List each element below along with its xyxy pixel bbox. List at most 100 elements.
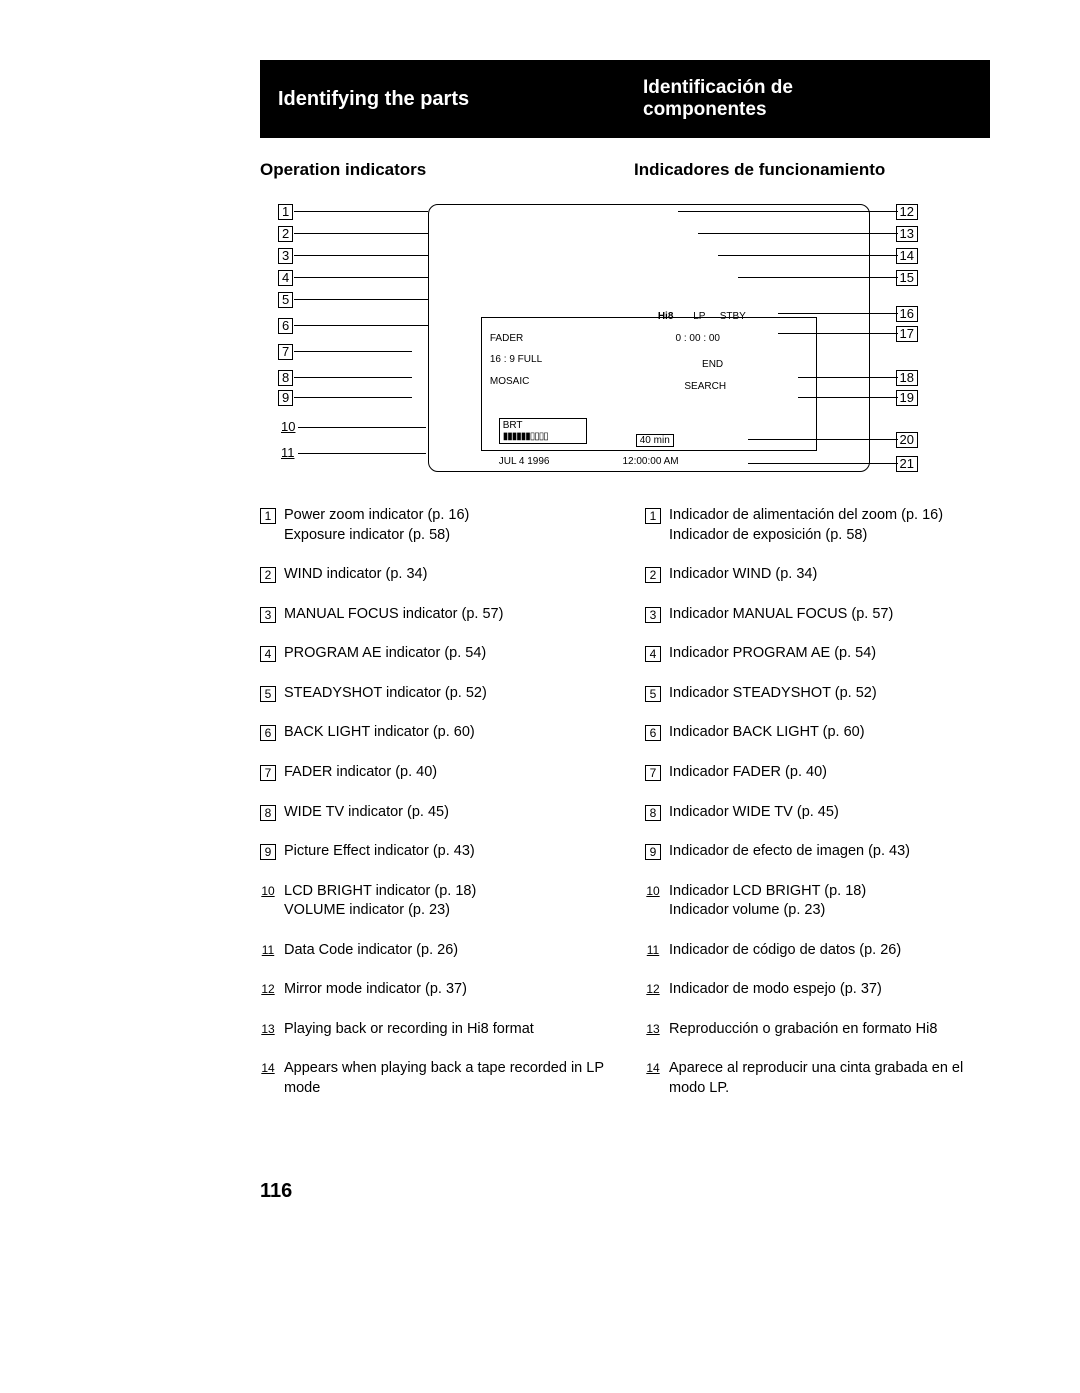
header-right-line1: Identificación de [643,77,793,99]
header-right: Identificación de componentes [625,60,990,138]
lcd-date: JUL 4 1996 [499,456,550,467]
english-item: 12 Mirror mode indicator (p. 37) [260,980,605,1000]
spanish-item: 3Indicador MANUAL FOCUS (p. 57) [645,605,990,625]
subhead-left: Operation indicators [260,160,616,180]
callout-8: 8 [278,370,293,386]
operation-indicators-diagram: 1 2 3 4 5 6 7 8 9 10 11 12 13 14 15 16 1… [278,198,918,478]
callout-17: 17 [896,326,918,342]
callout-13: 13 [896,226,918,242]
spanish-item-text: Indicador FADER (p. 40) [669,763,990,783]
english-item-number: 6 [260,725,276,741]
english-column: 1Power zoom indicator (p. 16) Exposure i… [260,506,605,1119]
spanish-item-number: 2 [645,567,661,583]
english-item-text: Mirror mode indicator (p. 37) [284,980,605,1000]
spanish-item-text: Indicador WIDE TV (p. 45) [669,803,990,823]
lcd-time: 12:00:00 AM [622,456,678,467]
spanish-item: 12Indicador de modo espejo (p. 37) [645,980,990,1000]
lcd-brt: BRT [503,420,583,431]
lcd-lp: LP [693,311,705,322]
english-item: 11 Data Code indicator (p. 26) [260,941,605,961]
spanish-item-text: Indicador de alimentación del zoom (p. 1… [669,506,990,545]
english-item-text: Picture Effect indicator (p. 43) [284,842,605,862]
spanish-item-text: Indicador BACK LIGHT (p. 60) [669,723,990,743]
english-item-number: 4 [260,646,276,662]
spanish-item: 14Aparece al reproducir una cinta grabad… [645,1059,990,1098]
spanish-item: 5 Indicador STEADYSHOT (p. 52) [645,684,990,704]
spanish-item-text: Reproducción o grabación en formato Hi8 [669,1020,990,1040]
english-item-number: 9 [260,844,276,860]
english-item: 14 Appears when playing back a tape recor… [260,1059,605,1098]
callout-6: 6 [278,318,293,334]
spanish-item-number: 14 [645,1061,661,1075]
callout-5: 5 [278,292,293,308]
spanish-item-number: 4 [645,646,661,662]
english-item-number: 13 [260,1022,276,1036]
callout-12: 12 [896,204,918,220]
spanish-item-text: Indicador WIND (p. 34) [669,565,990,585]
spanish-item-number: 3 [645,607,661,623]
spanish-item-number: 5 [645,686,661,702]
english-item: 1Power zoom indicator (p. 16) Exposure i… [260,506,605,545]
english-item-number: 8 [260,805,276,821]
callout-10: 10 [278,420,298,434]
callout-7: 7 [278,344,293,360]
spanish-item: 1Indicador de alimentación del zoom (p. … [645,506,990,545]
lcd-search: SEARCH [684,381,726,392]
callout-20: 20 [896,432,918,448]
spanish-item-number: 10 [645,884,661,898]
callout-11: 11 [278,446,298,460]
english-item-number: 11 [260,943,276,957]
spanish-item: 2 Indicador WIND (p. 34) [645,565,990,585]
spanish-item-number: 7 [645,765,661,781]
spanish-item: 9Indicador de efecto de imagen (p. 43) [645,842,990,862]
lcd-end: END [702,359,723,370]
english-item: 6BACK LIGHT indicator (p. 60) [260,723,605,743]
callout-2: 2 [278,226,293,242]
english-item: 3MANUAL FOCUS indicator (p. 57) [260,605,605,625]
page-number: 116 [260,1180,292,1203]
spanish-item: 11Indicador de código de datos (p. 26) [645,941,990,961]
english-item-text: PROGRAM AE indicator (p. 54) [284,644,605,664]
header-left: Identifying the parts [260,60,625,138]
english-item: 9 Picture Effect indicator (p. 43) [260,842,605,862]
spanish-item-number: 6 [645,725,661,741]
english-item: 10LCD BRIGHT indicator (p. 18) VOLUME in… [260,882,605,921]
english-item-text: WIND indicator (p. 34) [284,565,605,585]
lcd-brt-box: BRT ▮▮▮▮▮▮▯▯▯▯ [499,418,587,444]
english-item: 8 WIDE TV indicator (p. 45) [260,803,605,823]
callout-18: 18 [896,370,918,386]
english-item-number: 3 [260,607,276,623]
callout-16: 16 [896,306,918,322]
english-item-number: 2 [260,567,276,583]
english-item-number: 7 [260,765,276,781]
spanish-item: 10 Indicador LCD BRIGHT (p. 18) Indicador… [645,882,990,921]
callout-1: 1 [278,204,293,220]
english-item: 13Playing back or recording in Hi8 forma… [260,1020,605,1040]
spanish-item-text: Indicador de efecto de imagen (p. 43) [669,842,990,862]
lcd-viewfinder: FADER 16 : 9 FULL MOSAIC Hi8 LP STBY 0 :… [428,204,870,472]
english-item-number: 14 [260,1061,276,1075]
english-item: 7 FADER indicator (p. 40) [260,763,605,783]
spanish-item-text: Indicador STEADYSHOT (p. 52) [669,684,990,704]
spanish-item: 8Indicador WIDE TV (p. 45) [645,803,990,823]
spanish-item: 7 Indicador FADER (p. 40) [645,763,990,783]
english-item-text: FADER indicator (p. 40) [284,763,605,783]
spanish-item-text: Indicador LCD BRIGHT (p. 18) Indicador v… [669,882,990,921]
english-item-text: Appears when playing back a tape recorde… [284,1059,605,1098]
spanish-item: 13Reproducción o grabación en formato Hi… [645,1020,990,1040]
english-item-text: Data Code indicator (p. 26) [284,941,605,961]
spanish-item: 4 Indicador PROGRAM AE (p. 54) [645,644,990,664]
spanish-item-number: 11 [645,943,661,957]
lcd-stby: STBY [720,311,746,322]
spanish-item: 6 Indicador BACK LIGHT (p. 60) [645,723,990,743]
lcd-remain: 40 min [636,434,674,447]
english-item-number: 1 [260,508,276,524]
lcd-wide: 16 : 9 FULL [490,354,542,365]
english-item-number: 5 [260,686,276,702]
english-item-text: WIDE TV indicator (p. 45) [284,803,605,823]
lcd-fader: FADER [490,333,523,344]
english-item-text: STEADYSHOT indicator (p. 52) [284,684,605,704]
spanish-item-text: Indicador PROGRAM AE (p. 54) [669,644,990,664]
english-item-number: 12 [260,982,276,996]
subhead: Operation indicators Indicadores de func… [260,160,990,180]
